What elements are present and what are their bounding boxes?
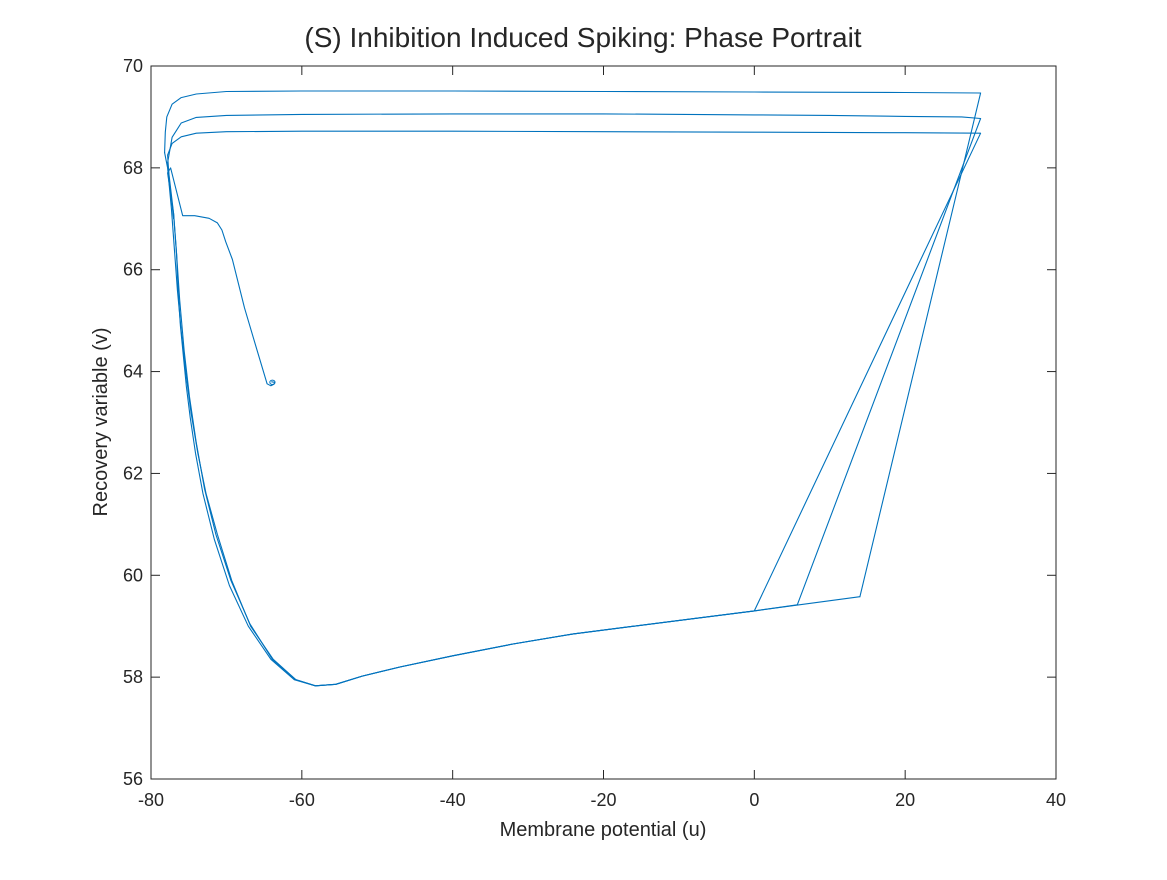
trajectory-segment-6 [167,130,982,612]
x-tick-label: 40 [1046,790,1066,810]
trajectory-segment-1 [167,167,798,687]
axis-ticks: -80 -60 -40 -20 0 20 40 56 58 60 62 64 66 68 70 [123,56,1066,810]
x-tick-label: 0 [749,790,759,810]
x-axis-label: Membrane potential (u) [500,819,707,841]
x-tick-label: 20 [895,790,915,810]
fixed-point-loop [269,379,276,385]
y-axis-label: Recovery variable (v) [90,328,112,517]
y-tick-label: 68 [123,158,143,178]
chart-title: (S) Inhibition Induced Spiking: Phase Po… [304,22,861,53]
x-tick-label: -40 [440,790,466,810]
x-tick-label: -60 [289,790,315,810]
plot-lines [164,90,982,687]
trajectory-segment-2 [167,113,982,606]
y-tick-label: 56 [123,769,143,789]
trajectory-segment-5 [164,152,755,687]
y-tick-label: 58 [123,667,143,687]
trajectory-segment-4 [164,90,982,598]
x-tick-label: -20 [590,790,616,810]
y-tick-label: 70 [123,56,143,76]
y-tick-label: 64 [123,362,143,382]
y-tick-label: 62 [123,463,143,483]
x-tick-label: -80 [138,790,164,810]
y-tick-label: 66 [123,260,143,280]
y-tick-label: 60 [123,565,143,585]
